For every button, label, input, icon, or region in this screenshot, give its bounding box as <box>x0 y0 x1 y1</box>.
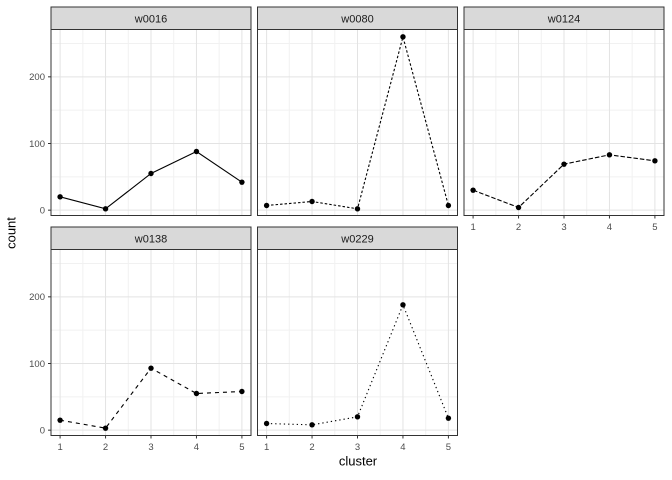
x-axis-tick-label: 2 <box>309 442 314 453</box>
y-axis-tick-label: 0 <box>40 206 45 217</box>
data-point <box>57 194 63 200</box>
x-axis-tick-label: 5 <box>446 442 451 453</box>
data-point <box>400 34 406 40</box>
data-point <box>445 202 452 209</box>
data-point <box>263 420 270 427</box>
y-axis-tick-label: 100 <box>29 139 45 150</box>
y-axis-tick-label: 0 <box>40 426 45 437</box>
facet-strip-label: w0124 <box>547 13 580 25</box>
x-axis-title: cluster <box>338 453 378 469</box>
data-point <box>515 204 522 211</box>
data-point <box>102 425 109 431</box>
data-point <box>445 415 452 421</box>
data-point <box>400 302 406 308</box>
x-axis-tick-label: 3 <box>561 222 566 233</box>
facet-w0138: w0138 0 100 200 1 2 3 4 5 <box>29 226 252 453</box>
data-point <box>354 206 361 212</box>
data-point <box>57 417 63 423</box>
data-line <box>266 303 449 426</box>
x-axis-tick-label: 4 <box>400 442 405 453</box>
x-axis-tick-label: 3 <box>355 442 360 453</box>
facet-w0124: w0124 1 2 3 4 5 <box>463 6 665 233</box>
x-axis-tick-label: 1 <box>264 442 269 453</box>
data-point <box>102 206 109 212</box>
x-axis-tick-label: 5 <box>652 222 657 233</box>
x-axis-tick-label: 1 <box>470 222 475 233</box>
data-point <box>354 414 361 420</box>
facet-strip-label: w0138 <box>134 233 167 245</box>
y-axis-tick-label: 100 <box>29 359 45 370</box>
x-axis-tick-label: 2 <box>103 442 108 453</box>
y-axis-tick-label: 200 <box>29 292 45 303</box>
x-axis-tick-label: 2 <box>516 222 521 233</box>
data-point <box>470 187 476 193</box>
facet-strip-label: w0016 <box>134 13 167 25</box>
facet-w0016: w0016 0 100 200 <box>29 6 252 217</box>
x-axis-tick-label: 4 <box>194 442 199 453</box>
x-axis-tick-label: 3 <box>148 442 153 453</box>
data-point <box>148 365 154 371</box>
panel-border <box>50 29 252 216</box>
x-axis-tick-label: 4 <box>607 222 612 233</box>
x-axis-tick-label: 1 <box>57 442 62 453</box>
data-point <box>239 388 245 395</box>
data-point <box>606 152 613 158</box>
data-point <box>239 179 245 185</box>
facet-strip-label: w0229 <box>340 233 373 245</box>
facet-w0229: w0229 1 2 3 4 5 <box>257 226 458 453</box>
data-point <box>309 198 315 205</box>
y-axis-tick-label: 200 <box>29 72 45 83</box>
data-point <box>148 170 154 177</box>
facet-w0080: w0080 <box>257 6 458 216</box>
data-point <box>193 390 200 397</box>
data-point <box>309 422 315 428</box>
data-point <box>652 158 658 164</box>
data-point <box>561 161 567 167</box>
y-axis-title: count <box>3 217 19 249</box>
data-point <box>193 148 200 155</box>
data-point <box>263 202 270 209</box>
facet-strip-label: w0080 <box>340 13 373 25</box>
panel-border <box>257 29 458 216</box>
x-axis-tick-label: 5 <box>239 442 244 453</box>
